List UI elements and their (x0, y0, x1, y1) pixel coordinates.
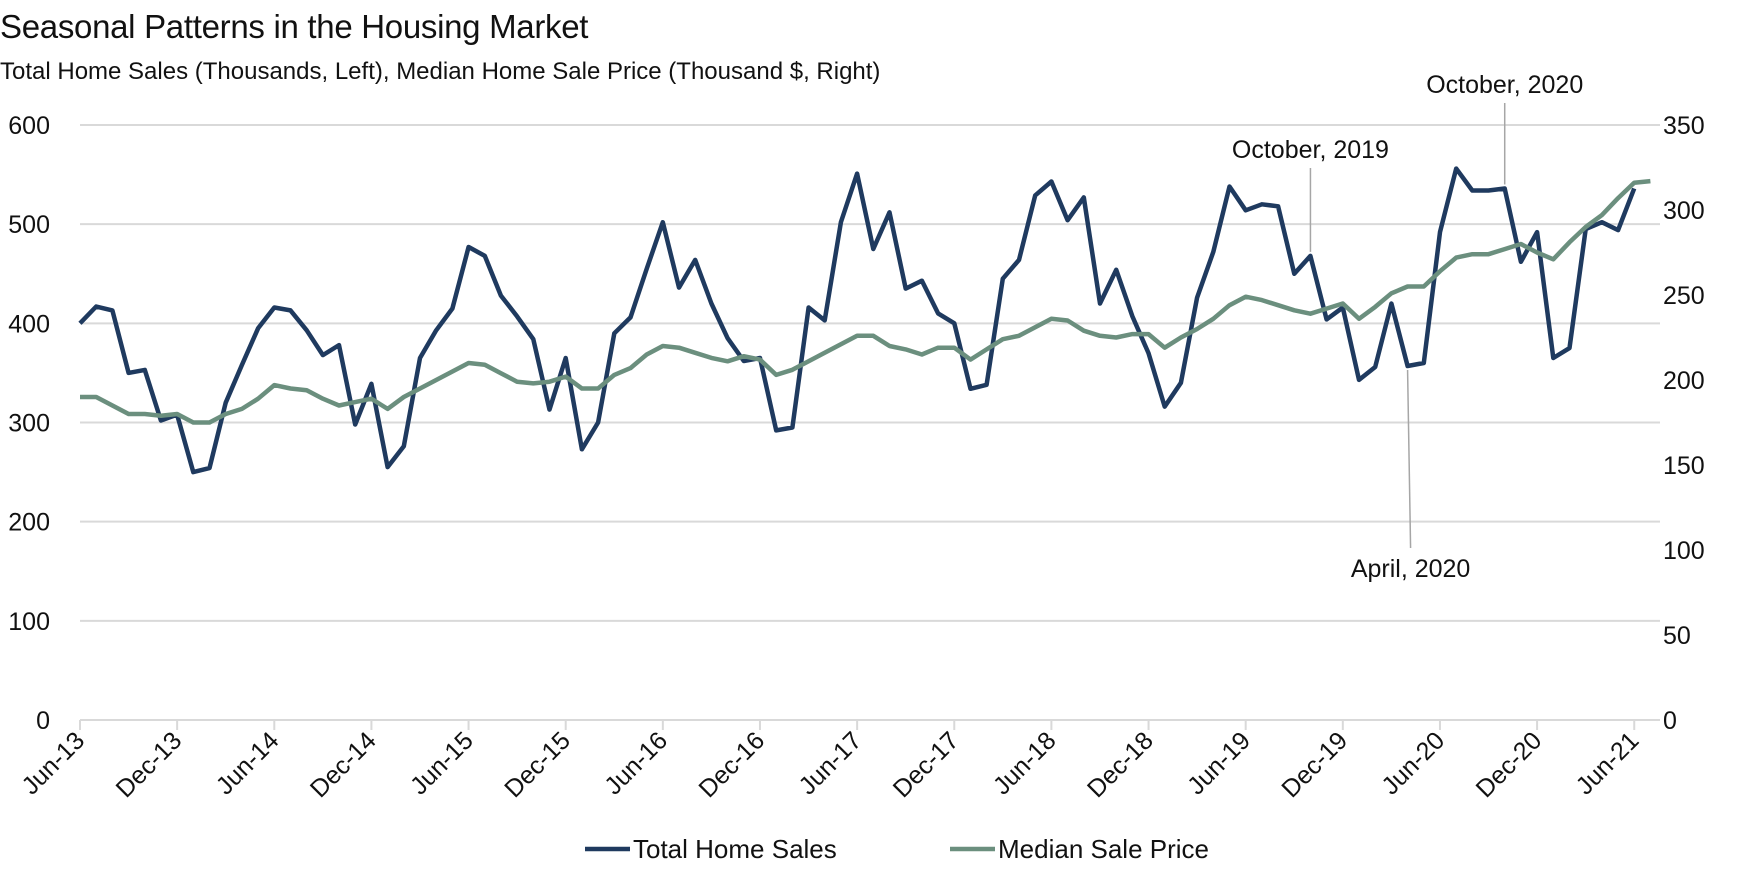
series-line-median-sale-price (80, 178, 1651, 425)
y-right-tick-label: 150 (1663, 452, 1705, 480)
x-tick-label: Jun-20 (1376, 726, 1450, 800)
y-left-tick-label: 500 (8, 211, 50, 239)
x-tick-label: Dec-16 (693, 726, 770, 803)
y-left-tick-label: 0 (36, 707, 50, 735)
series-line-total-home-sales (78, 166, 1637, 475)
x-tick-label: Jun-13 (16, 726, 90, 800)
y-right-tick-label: 300 (1663, 197, 1705, 225)
y-right-tick-label: 350 (1663, 112, 1705, 140)
y-right-tick-label: 0 (1663, 707, 1677, 735)
annotation-label: October, 2020 (1426, 71, 1583, 99)
y-left-tick-label: 400 (8, 310, 50, 338)
x-tick-label: Jun-19 (1182, 726, 1256, 800)
y-left-tick-label: 200 (8, 509, 50, 537)
x-tick-label: Dec-17 (888, 726, 965, 803)
x-tick-label: Dec-20 (1471, 726, 1548, 803)
x-tick-label: Jun-17 (794, 726, 868, 800)
x-tick-label: Dec-14 (305, 726, 382, 803)
x-tick-label: Jun-16 (599, 726, 673, 800)
x-tick-label: Jun-15 (405, 726, 479, 800)
y-right-tick-label: 50 (1663, 622, 1691, 650)
annotation-leader-line (1406, 369, 1412, 549)
y-left-tick-label: 600 (8, 112, 50, 140)
y-right-tick-label: 250 (1663, 282, 1705, 310)
x-tick-label: Dec-18 (1082, 726, 1159, 803)
chart-subtitle: Total Home Sales (Thousands, Left), Medi… (0, 58, 881, 85)
x-tick-label: Dec-19 (1276, 726, 1353, 803)
annotation-label: October, 2019 (1232, 136, 1389, 164)
y-left-tick-label: 300 (8, 410, 50, 438)
chart-title: Seasonal Patterns in the Housing Market (0, 8, 589, 45)
x-tick-label: Jun-21 (1571, 726, 1645, 800)
y-right-tick-label: 100 (1663, 537, 1705, 565)
x-tick-label: Jun-18 (988, 726, 1062, 800)
x-tick-label: Dec-15 (499, 726, 576, 803)
x-tick-label: Dec-13 (111, 726, 188, 803)
legend-label: Median Sale Price (998, 834, 1209, 864)
x-tick-label: Jun-14 (211, 726, 285, 800)
annotation-label: April, 2020 (1351, 555, 1471, 583)
y-right-tick-label: 200 (1663, 367, 1705, 395)
y-left-tick-label: 100 (8, 608, 50, 636)
legend-label: Total Home Sales (633, 834, 837, 864)
